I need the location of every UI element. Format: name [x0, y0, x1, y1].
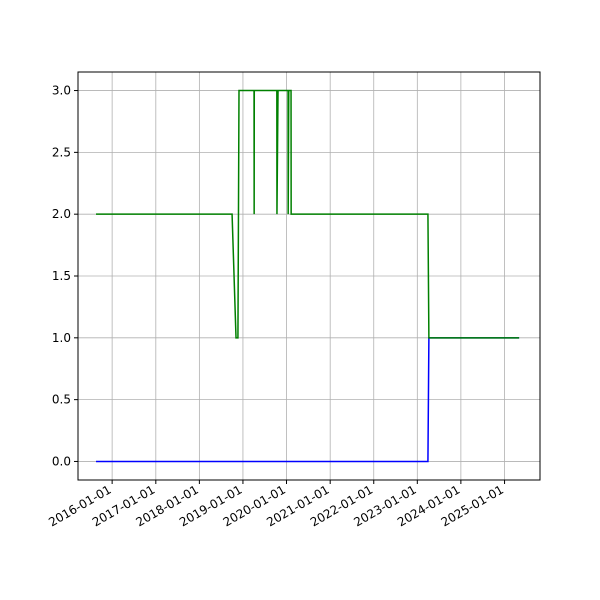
line-series	[96, 337, 520, 463]
y-tick-label: 1.5	[52, 269, 71, 283]
y-tick-label: 0.0	[52, 454, 71, 468]
y-tick-label: 1.0	[52, 331, 71, 345]
y-tick-label: 3.0	[52, 84, 71, 98]
plot-frame	[77, 71, 541, 481]
y-tick-label: 2.5	[52, 145, 71, 159]
y-tick-label: 0.5	[52, 393, 71, 407]
y-tick-label: 2.0	[52, 207, 71, 221]
